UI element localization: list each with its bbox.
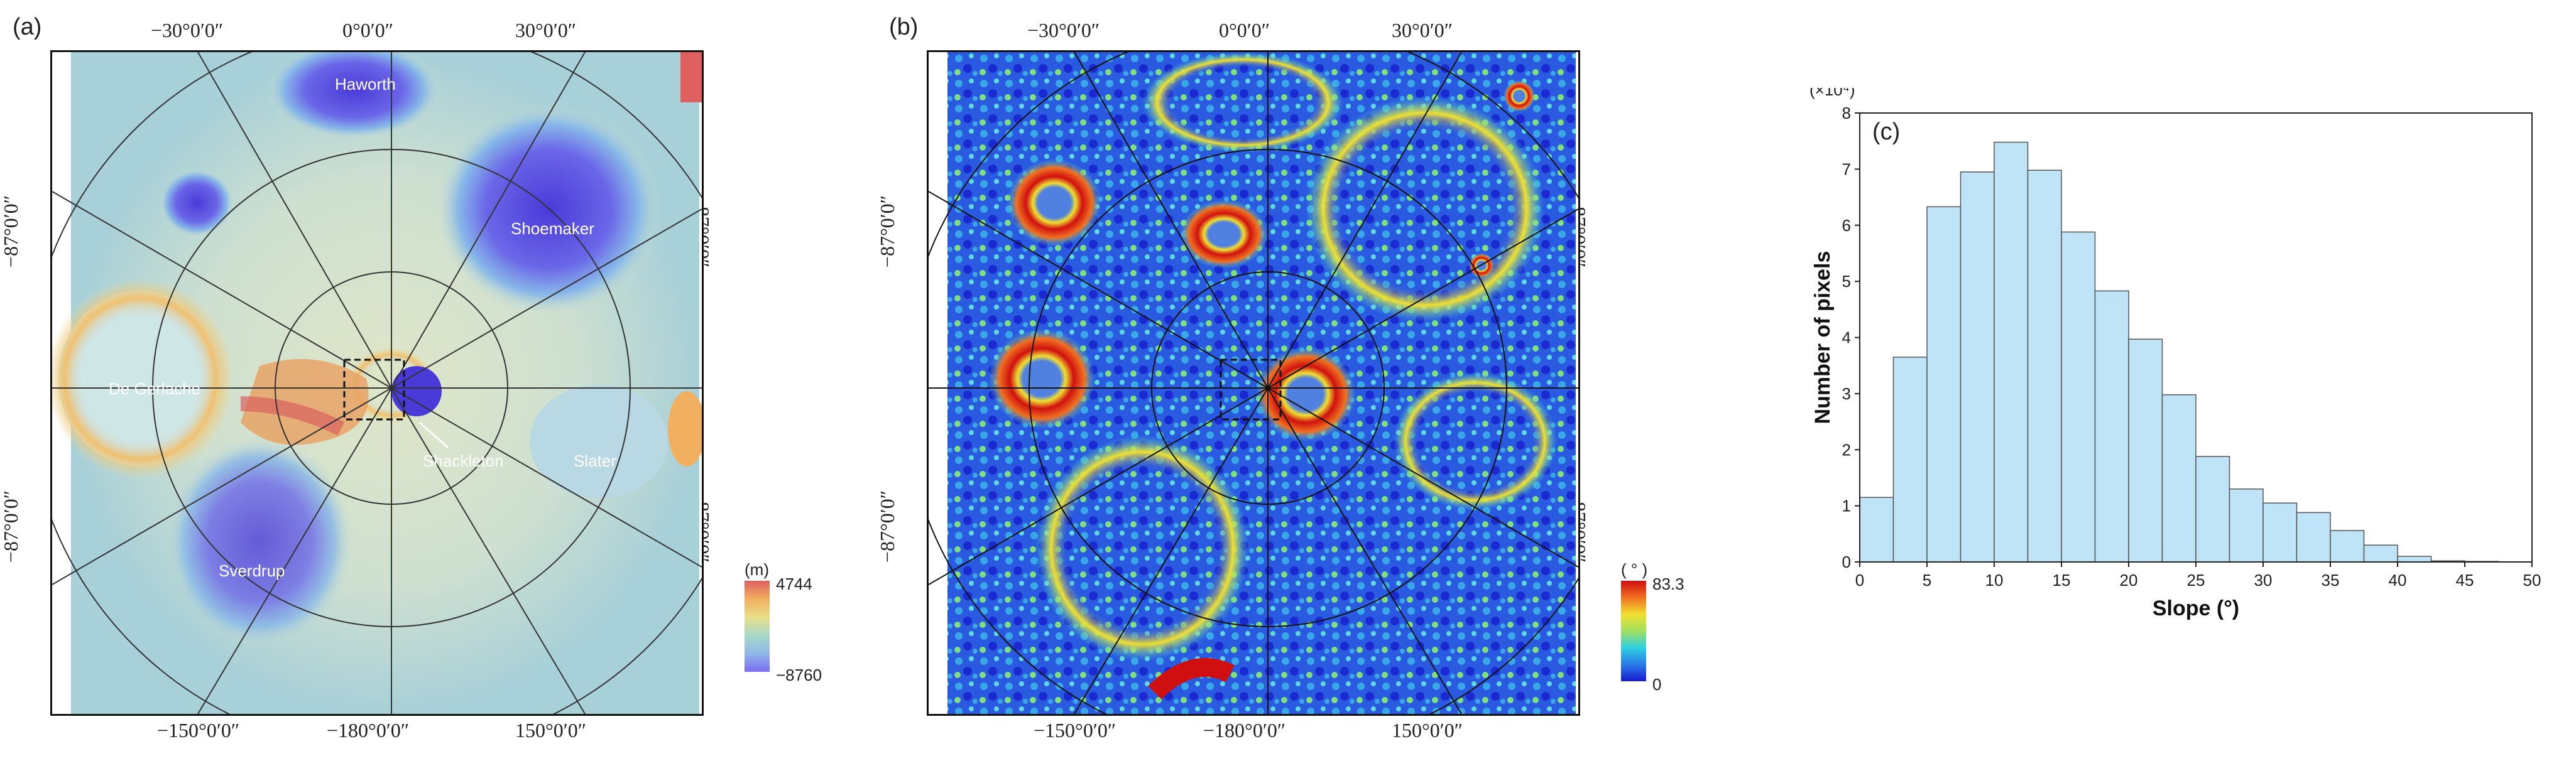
coord-top-right-a: 30°0′0″ xyxy=(515,19,577,41)
histogram-bar xyxy=(2330,530,2365,563)
histogram-chart: (×10⁴) (c) Slope (°) Number of pixels 0 5… xyxy=(1809,80,2545,628)
legend-a-colorbar xyxy=(745,581,770,672)
graticule-b xyxy=(929,52,1578,714)
y-tick-label: 7 xyxy=(1842,159,1851,178)
histogram-bar xyxy=(2397,556,2432,563)
legend-a-min: −8760 xyxy=(776,666,822,684)
panel-b-label: (b) xyxy=(889,14,919,40)
coord-left-upper-a: −87°0′0″ xyxy=(0,195,23,268)
map-b-image xyxy=(929,52,1578,714)
histogram-bar xyxy=(2229,488,2264,563)
y-tick-label: 4 xyxy=(1842,328,1851,347)
label-sverdrup: Sverdrup xyxy=(219,561,285,580)
coord-bottom-center-b: −180°0′0″ xyxy=(1203,719,1286,742)
map-a-frame: Haworth Shoemaker De Gerlache Shackleton… xyxy=(50,50,704,716)
x-tick-label: 50 xyxy=(2523,571,2541,590)
label-de-gerlache: De Gerlache xyxy=(109,379,200,398)
coord-top-center-a: 0°0′0″ xyxy=(342,19,394,41)
panel-c-label: (c) xyxy=(1872,119,1900,145)
histogram-svg: (×10⁴) (c) Slope (°) Number of pixels 0 5… xyxy=(1809,80,2541,620)
legend-b-unit: ( ° ) xyxy=(1621,560,1648,579)
histogram-bar xyxy=(1926,206,1962,563)
x-tick-label: 0 xyxy=(1855,571,1864,590)
histogram-bar xyxy=(2296,512,2331,563)
panel-a-label: (a) xyxy=(13,14,42,40)
legend-b-max: 83.3 xyxy=(1652,575,1684,593)
x-tick-label: 15 xyxy=(2053,571,2071,590)
histogram-bar xyxy=(2128,338,2163,563)
histogram-bar xyxy=(2195,456,2230,563)
y-multiplier-label: (×10⁴) xyxy=(1809,88,1855,99)
y-tick-label: 1 xyxy=(1842,497,1851,515)
y-axis-label: Number of pixels xyxy=(1811,251,1835,424)
coord-left-upper-b: −87°0′0″ xyxy=(876,195,899,268)
x-tick-label: 40 xyxy=(2389,571,2407,590)
legend-b-min: 0 xyxy=(1652,675,1662,694)
x-tick-label: 35 xyxy=(2322,571,2340,590)
histogram-bar xyxy=(2161,394,2197,563)
histogram-bar xyxy=(2061,231,2096,563)
x-tick-label: 25 xyxy=(2187,571,2205,590)
histogram-bar xyxy=(2262,502,2298,563)
x-tick-label: 30 xyxy=(2254,571,2273,590)
plot-frame xyxy=(1859,112,2533,563)
y-tick-label: 6 xyxy=(1842,216,1851,235)
x-tick-label: 20 xyxy=(2120,571,2138,590)
y-tick-label: 2 xyxy=(1842,440,1851,459)
x-tick-label: 5 xyxy=(1923,571,1931,590)
coord-top-right-b: 30°0′0″ xyxy=(1392,19,1453,41)
legend-a-max: 4744 xyxy=(776,575,812,593)
coord-left-lower-a: −87°0′0″ xyxy=(0,490,23,563)
histogram-bar xyxy=(2027,170,2062,563)
histogram-bar xyxy=(2363,544,2398,563)
coord-bottom-center-a: −180°0′0″ xyxy=(327,719,410,742)
coord-top-left-a: −30°0′0″ xyxy=(151,19,224,41)
label-shoemaker: Shoemaker xyxy=(511,219,594,238)
label-shackleton: Shackleton xyxy=(423,451,504,470)
coord-bottom-left-b: −150°0′0″ xyxy=(1034,719,1116,742)
x-tick-label: 45 xyxy=(2456,571,2474,590)
coord-top-left-b: −30°0′0″ xyxy=(1027,19,1100,41)
y-tick-label: 8 xyxy=(1842,104,1851,122)
label-slater: Slater xyxy=(574,451,616,470)
map-a-image: Haworth Shoemaker De Gerlache Shackleton… xyxy=(52,52,702,714)
y-tick-label: 3 xyxy=(1842,384,1851,403)
legend-a-unit: (m) xyxy=(745,560,769,579)
coord-bottom-left-a: −150°0′0″ xyxy=(157,719,240,742)
x-tick-label: 10 xyxy=(1985,571,2004,590)
label-haworth: Haworth xyxy=(335,75,396,94)
coord-left-lower-b: −87°0′0″ xyxy=(876,490,899,563)
x-axis-label: Slope (°) xyxy=(2153,596,2239,620)
histogram-bar xyxy=(2094,290,2129,563)
graticule-a xyxy=(52,52,702,714)
histogram-bar xyxy=(1892,357,1928,563)
histogram-bar xyxy=(1859,497,1894,563)
legend-b-colorbar xyxy=(1621,581,1646,681)
y-tick-label: 0 xyxy=(1842,553,1851,571)
coord-bottom-right-a: 150°0′0″ xyxy=(515,719,587,742)
y-tick-label: 5 xyxy=(1842,272,1851,291)
map-b-frame xyxy=(927,50,1580,716)
coord-top-center-b: 0°0′0″ xyxy=(1219,19,1270,41)
coord-bottom-right-b: 150°0′0″ xyxy=(1392,719,1463,742)
histogram-bar xyxy=(1960,171,1995,563)
histogram-bar xyxy=(1994,141,2029,563)
